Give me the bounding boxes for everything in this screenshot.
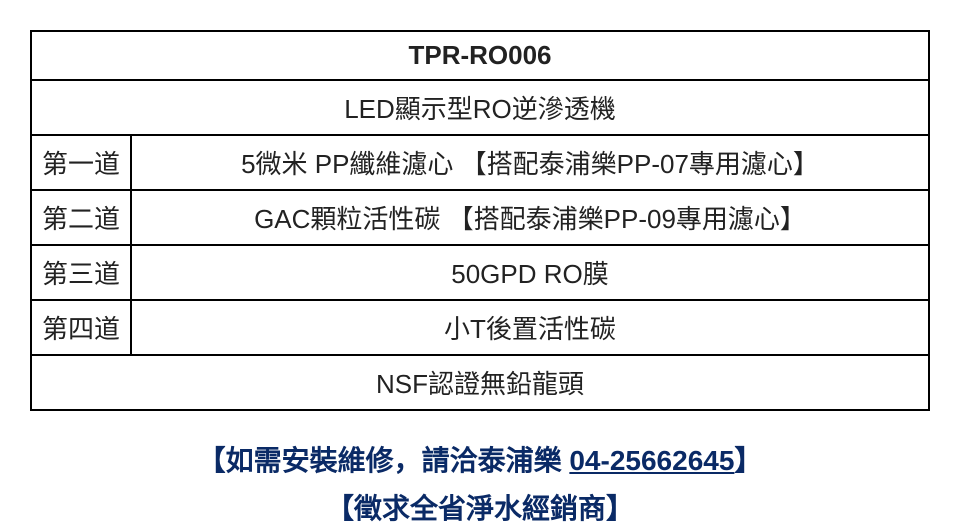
stage-desc: 小T後置活性碳: [131, 300, 929, 355]
stage-desc: 5微米 PP纖維濾心 【搭配泰浦樂PP-07專用濾心】: [131, 135, 929, 190]
footer-text-pre: 【如需安裝維修，請洽泰浦樂: [198, 445, 570, 476]
table-row: 第一道 5微米 PP纖維濾心 【搭配泰浦樂PP-07專用濾心】: [31, 135, 929, 190]
table-row: 第四道 小T後置活性碳: [31, 300, 929, 355]
footer-text-post: 】: [734, 445, 762, 476]
footer-line-2: 【徵求全省淨水經銷商】: [198, 485, 763, 532]
footer-notice: 【如需安裝維修，請洽泰浦樂 04-25662645】 【徵求全省淨水經銷商】: [198, 437, 763, 532]
spec-table: TPR-RO006 LED顯示型RO逆滲透機 第一道 5微米 PP纖維濾心 【搭…: [30, 30, 930, 411]
stage-desc: 50GPD RO膜: [131, 245, 929, 300]
stage-label: 第二道: [31, 190, 131, 245]
footer-line-1: 【如需安裝維修，請洽泰浦樂 04-25662645】: [198, 437, 763, 485]
stage-desc: GAC顆粒活性碳 【搭配泰浦樂PP-09專用濾心】: [131, 190, 929, 245]
stage-label: 第一道: [31, 135, 131, 190]
stage-label: 第三道: [31, 245, 131, 300]
table-footer-row: NSF認證無鉛龍頭: [31, 355, 929, 410]
model-subtitle: LED顯示型RO逆滲透機: [31, 80, 929, 135]
table-row: 第三道 50GPD RO膜: [31, 245, 929, 300]
model-title: TPR-RO006: [31, 31, 929, 80]
footer-phone: 04-25662645: [569, 445, 734, 476]
stage-label: 第四道: [31, 300, 131, 355]
table-row: 第二道 GAC顆粒活性碳 【搭配泰浦樂PP-09專用濾心】: [31, 190, 929, 245]
